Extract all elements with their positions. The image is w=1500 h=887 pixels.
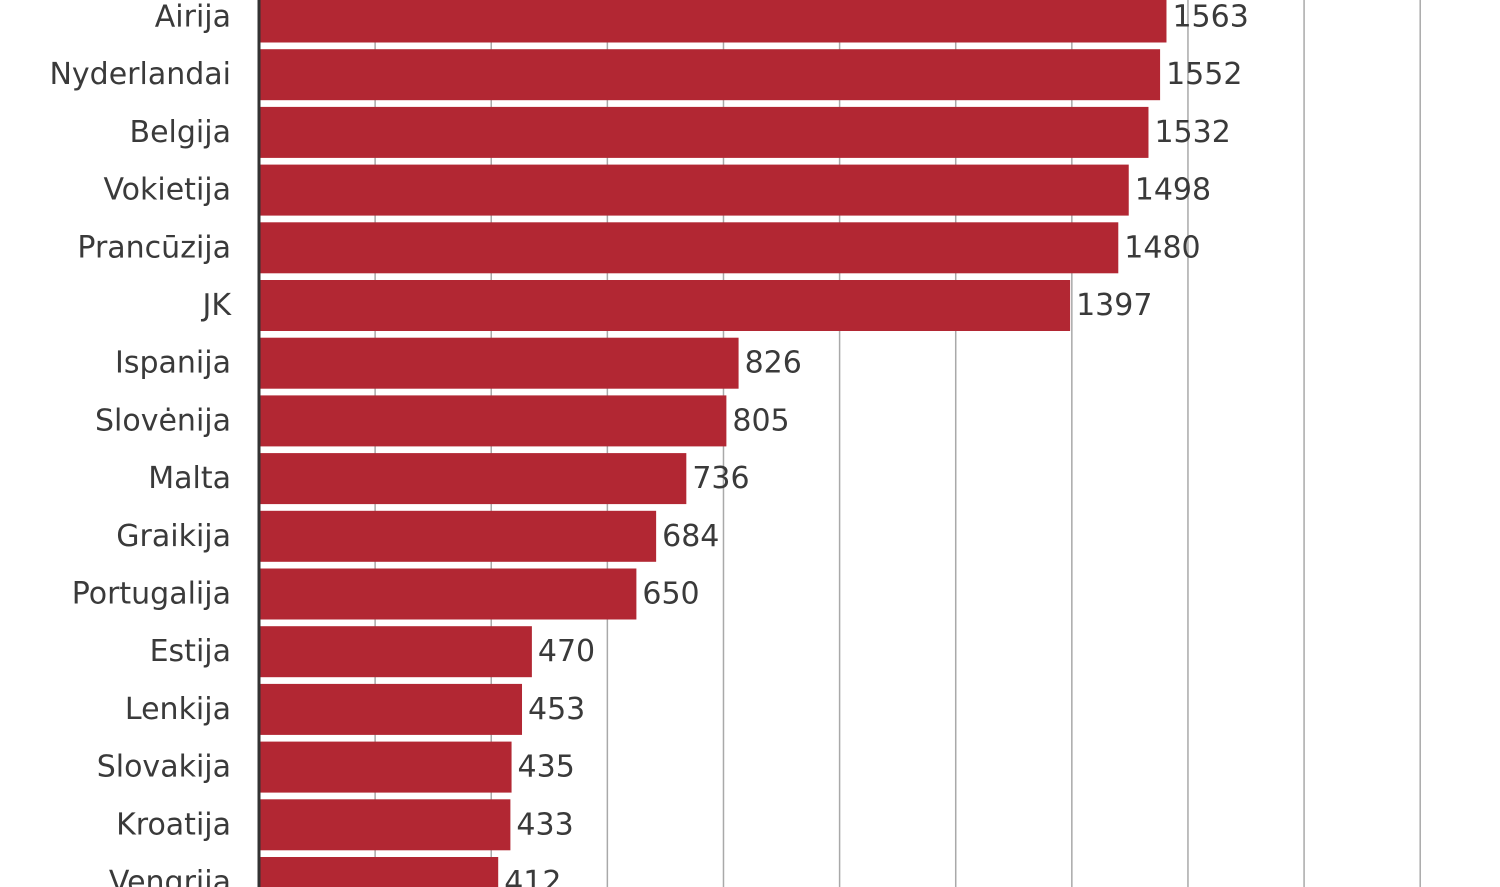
value-label: 684 [662,519,719,554]
value-label: 1498 [1135,173,1211,208]
bar [259,453,687,505]
category-label: Airija [155,0,231,35]
value-label: 435 [518,750,575,785]
category-label: Malta [148,461,231,496]
bar [259,683,523,735]
bar [259,510,657,562]
bar [259,741,512,793]
category-label: Slovakija [97,750,231,785]
value-label: 1397 [1076,288,1152,323]
category-label: Ispanija [115,346,231,381]
value-label: 453 [528,692,585,727]
value-label: 1563 [1172,0,1248,35]
value-label: 412 [504,865,561,887]
value-label: 736 [692,461,749,496]
category-label: Graikija [116,519,231,554]
value-label: 470 [538,634,595,669]
bar [259,626,532,678]
bar [259,568,637,620]
category-label: Portugalija [72,577,231,612]
value-labels: 1563 1552 1532 1498 1480 1397 826 805 736 684 650 4… [504,0,1249,887]
category-label: Lenkija [125,692,231,727]
category-label: JK [200,288,232,323]
category-label: Belgija [130,115,231,150]
category-label: Nyderlandai [49,57,231,92]
bar [259,395,727,447]
category-label: Vokietija [103,173,231,208]
category-label: Estija [150,634,231,669]
category-labels: Airija Nyderlandai Belgija Vokietija Prancūz… [49,0,232,887]
value-label: 433 [516,807,573,842]
bar [259,857,499,887]
value-label: 1552 [1166,57,1242,92]
bar [259,106,1149,158]
value-label: 805 [732,403,789,438]
bar [259,280,1071,331]
bar [259,49,1161,101]
category-label: Kroatija [116,807,231,842]
bar [259,799,511,851]
bar [259,222,1119,274]
bar [259,337,739,389]
category-label: Vengrija [109,865,231,887]
category-label: Prancūzija [77,230,231,265]
bars [259,0,1167,887]
value-label: 1532 [1154,115,1230,150]
category-label: Slovėnija [95,403,231,438]
value-label: 650 [642,577,699,612]
value-label: 826 [745,346,802,381]
bar [259,0,1167,43]
bar [259,164,1129,216]
value-label: 1480 [1124,230,1200,265]
